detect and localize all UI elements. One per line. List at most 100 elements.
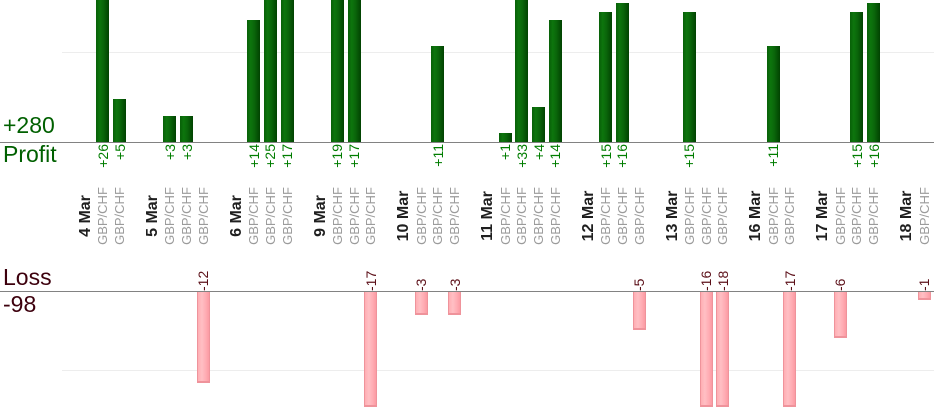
loss-chart-area <box>0 292 934 407</box>
profit-value-label: +26 <box>94 144 111 168</box>
symbol-label: GBP/CHF <box>112 187 128 245</box>
profit-value-label: +15 <box>681 144 698 168</box>
profit-chart-area <box>0 0 934 142</box>
profit-bar <box>113 98 127 142</box>
date-label: 10 Mar <box>395 190 413 242</box>
profit-bar <box>247 20 261 142</box>
symbol-label: GBP/CHF <box>681 187 697 245</box>
symbol-label: GBP/CHF <box>262 187 278 245</box>
date-label: 9 Mar <box>311 195 329 237</box>
symbol-label: GBP/CHF <box>195 187 211 245</box>
profit-bar <box>766 46 780 142</box>
loss-bar <box>699 292 713 407</box>
symbol-label: GBP/CHF <box>430 187 446 245</box>
profit-bar <box>96 0 110 142</box>
loss-bar <box>196 292 210 384</box>
symbol-label: GBP/CHF <box>447 187 463 245</box>
profit-value-label: +33 <box>513 144 530 168</box>
symbol-label: GBP/CHF <box>698 187 714 245</box>
symbol-label: GBP/CHF <box>715 187 731 245</box>
profit-bar <box>330 0 344 142</box>
profit-bar <box>682 11 696 142</box>
loss-value-label: -18 <box>714 270 731 291</box>
loss-gridline <box>62 370 934 371</box>
symbol-label: GBP/CHF <box>179 187 195 245</box>
profit-value-label: +11 <box>429 144 446 167</box>
date-label: 13 Mar <box>663 190 681 242</box>
symbol-label: GBP/CHF <box>849 187 865 245</box>
loss-value-label: -6 <box>832 278 849 291</box>
loss-bar <box>917 292 931 300</box>
profit-value-label: +11 <box>765 144 782 167</box>
profit-value-label: +25 <box>262 144 279 168</box>
loss-bar <box>448 292 462 315</box>
symbol-label: GBP/CHF <box>866 187 882 245</box>
loss-section-label: Loss <box>3 264 52 290</box>
profit-axis-line <box>0 142 934 143</box>
profit-value-label: +17 <box>346 144 363 168</box>
profit-bar <box>263 0 277 142</box>
profit-value-label: +4 <box>530 144 547 160</box>
loss-bar <box>414 292 428 315</box>
loss-value-label: -12 <box>195 270 212 291</box>
profit-total: +280 <box>3 112 55 138</box>
loss-value-label: -17 <box>362 270 379 291</box>
profit-value-label: +3 <box>161 144 178 160</box>
loss-value-label: -17 <box>781 270 798 291</box>
profit-bar <box>280 0 294 142</box>
date-label: 17 Mar <box>814 190 832 242</box>
symbol-label: GBP/CHF <box>363 187 379 245</box>
date-label: 12 Mar <box>579 190 597 242</box>
profit-bar <box>515 0 529 142</box>
loss-bar <box>716 292 730 407</box>
loss-value-label: -3 <box>413 278 430 291</box>
profit-value-label: +16 <box>865 144 882 168</box>
symbol-label: GBP/CHF <box>598 187 614 245</box>
profit-bar <box>850 11 864 142</box>
profit-value-label: +3 <box>178 144 195 160</box>
symbol-label: GBP/CHF <box>162 187 178 245</box>
symbol-label: GBP/CHF <box>497 187 513 245</box>
symbol-label: GBP/CHF <box>95 187 111 245</box>
loss-bar <box>364 292 378 407</box>
profit-section-label: Profit <box>3 141 57 167</box>
profit-gridline <box>62 52 934 53</box>
loss-bar <box>833 292 847 338</box>
profit-bar <box>548 20 562 142</box>
profit-bar <box>180 115 194 142</box>
symbol-label: GBP/CHF <box>832 187 848 245</box>
symbol-label: GBP/CHF <box>765 187 781 245</box>
symbol-label: GBP/CHF <box>547 187 563 245</box>
symbol-label: GBP/CHF <box>346 187 362 245</box>
profit-bar <box>532 107 546 142</box>
symbol-label: GBP/CHF <box>329 187 345 245</box>
profit-bar <box>615 2 629 142</box>
symbol-label: GBP/CHF <box>279 187 295 245</box>
loss-value-label: -5 <box>631 278 648 291</box>
symbol-label: GBP/CHF <box>514 187 530 245</box>
symbol-label: GBP/CHF <box>614 187 630 245</box>
profit-value-label: +15 <box>848 144 865 168</box>
profit-value-label: +1 <box>497 144 513 160</box>
profit-value-label: +19 <box>329 144 346 168</box>
symbol-label: GBP/CHF <box>916 187 932 245</box>
date-label: 5 Mar <box>144 195 162 237</box>
symbol-label: GBP/CHF <box>782 187 798 245</box>
profit-value-label: +14 <box>547 144 564 168</box>
date-label: 4 Mar <box>77 195 94 237</box>
loss-value-label: -1 <box>916 278 932 291</box>
loss-total: -98 <box>3 291 37 317</box>
profit-bar <box>599 11 613 142</box>
profit-bar <box>498 133 512 142</box>
profit-value-label: +14 <box>245 144 262 168</box>
profit-value-label: +16 <box>614 144 631 168</box>
profit-bar <box>163 115 177 142</box>
profit-bar <box>431 46 445 142</box>
symbol-label: GBP/CHF <box>631 187 647 245</box>
profit-value-label: +15 <box>597 144 614 168</box>
symbol-label: GBP/CHF <box>413 187 429 245</box>
date-label: 6 Mar <box>227 195 245 237</box>
date-label: 11 Mar <box>479 191 497 241</box>
symbol-label: GBP/CHF <box>531 187 547 245</box>
